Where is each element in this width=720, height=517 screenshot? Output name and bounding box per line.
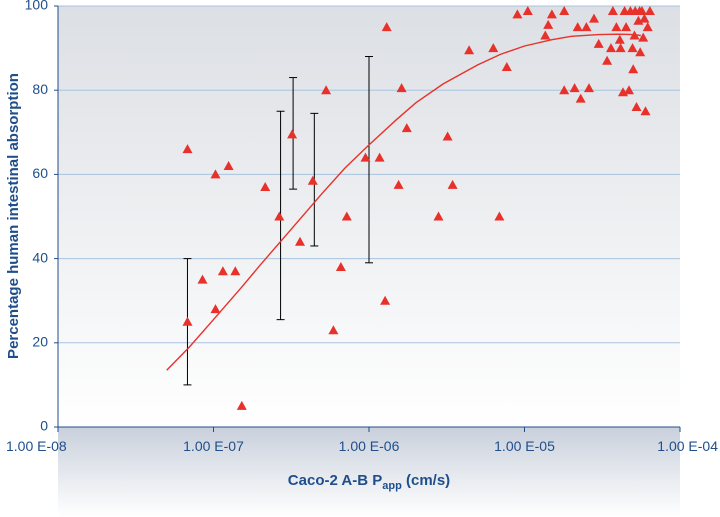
- x-tick-label: 1.00 E-04: [657, 438, 718, 454]
- data-point: [581, 22, 592, 32]
- data-point: [274, 211, 285, 221]
- data-point: [512, 9, 523, 19]
- data-point: [230, 266, 241, 276]
- data-point: [360, 152, 371, 162]
- data-point: [217, 266, 228, 276]
- data-point: [464, 45, 475, 55]
- data-point: [635, 47, 646, 57]
- y-tick-label: 80: [32, 81, 48, 97]
- data-point: [433, 211, 444, 221]
- y-tick-label: 100: [25, 0, 49, 13]
- y-tick-label: 60: [32, 165, 48, 181]
- x-axis-title: Caco-2 A-B Papp (cm/s): [288, 472, 450, 492]
- data-point: [182, 144, 193, 154]
- data-point: [631, 102, 642, 111]
- data-point: [540, 30, 551, 40]
- axes: [54, 5, 681, 432]
- data-point: [546, 9, 557, 19]
- data-point: [210, 304, 221, 314]
- data-point: [501, 62, 512, 71]
- data-points: [182, 6, 655, 410]
- data-point: [287, 129, 298, 139]
- data-point: [522, 6, 533, 15]
- data-point: [488, 43, 499, 53]
- data-point: [614, 34, 625, 44]
- data-point: [210, 169, 221, 179]
- data-point: [396, 83, 407, 93]
- x-axis-title-main: Caco-2 A-B P: [288, 472, 382, 489]
- data-point: [640, 106, 651, 116]
- data-point: [572, 22, 583, 32]
- data-point: [638, 32, 649, 42]
- data-point: [584, 83, 594, 93]
- data-point: [341, 211, 352, 221]
- fit-curve-group: [166, 33, 641, 371]
- data-point: [593, 38, 604, 48]
- x-tick-label: 1.00 E-05: [494, 438, 555, 454]
- x-tick-label: 1.00 E-08: [6, 438, 67, 454]
- data-point: [307, 175, 318, 185]
- data-point: [442, 131, 453, 141]
- data-point: [624, 85, 634, 95]
- data-point: [197, 274, 208, 284]
- data-point: [543, 19, 554, 29]
- data-point: [236, 400, 247, 410]
- data-point: [629, 30, 640, 40]
- data-point: [602, 55, 613, 65]
- data-point: [627, 43, 638, 53]
- y-axis-title: Percentage human intestinal absorption: [5, 73, 22, 359]
- data-point: [569, 83, 580, 93]
- y-tick-labels: 0 20 40 60 80 100: [25, 0, 49, 434]
- data-point: [639, 13, 650, 23]
- y-tick-label: 20: [32, 334, 48, 350]
- data-point: [615, 43, 626, 53]
- fit-curve: [166, 33, 641, 371]
- data-point: [328, 325, 339, 335]
- data-point: [644, 6, 655, 15]
- data-point: [381, 22, 392, 32]
- data-point: [642, 22, 653, 32]
- data-point: [393, 179, 404, 189]
- x-tick-label: 1.00 E-07: [183, 438, 244, 454]
- data-point: [223, 161, 234, 170]
- data-point: [606, 43, 616, 53]
- data-point: [295, 236, 305, 246]
- data-point: [374, 152, 385, 162]
- x-tick-labels: 1.00 E-08 1.00 E-07 1.00 E-06 1.00 E-05 1.00…: [6, 438, 718, 454]
- y-tick-label: 40: [32, 249, 48, 265]
- data-point: [559, 6, 570, 15]
- data-point: [260, 182, 271, 191]
- data-point: [494, 211, 505, 221]
- data-point: [628, 64, 639, 74]
- data-point: [589, 13, 599, 23]
- x-axis-title-unit: (cm/s): [402, 472, 450, 489]
- x-tick-label: 1.00 E-06: [339, 438, 400, 454]
- data-point: [401, 123, 412, 133]
- data-point: [447, 179, 458, 189]
- x-axis-band: [58, 427, 680, 517]
- data-point: [621, 22, 632, 32]
- data-point: [182, 316, 193, 326]
- y-tick-label: 0: [40, 418, 48, 434]
- data-point: [335, 262, 346, 271]
- x-axis-title-subscript: app: [382, 480, 402, 492]
- data-point: [607, 6, 618, 15]
- data-point: [380, 295, 391, 305]
- data-point: [559, 85, 570, 95]
- data-point: [575, 93, 586, 103]
- data-point: [637, 6, 647, 15]
- data-point: [321, 85, 332, 95]
- data-point: [611, 22, 622, 32]
